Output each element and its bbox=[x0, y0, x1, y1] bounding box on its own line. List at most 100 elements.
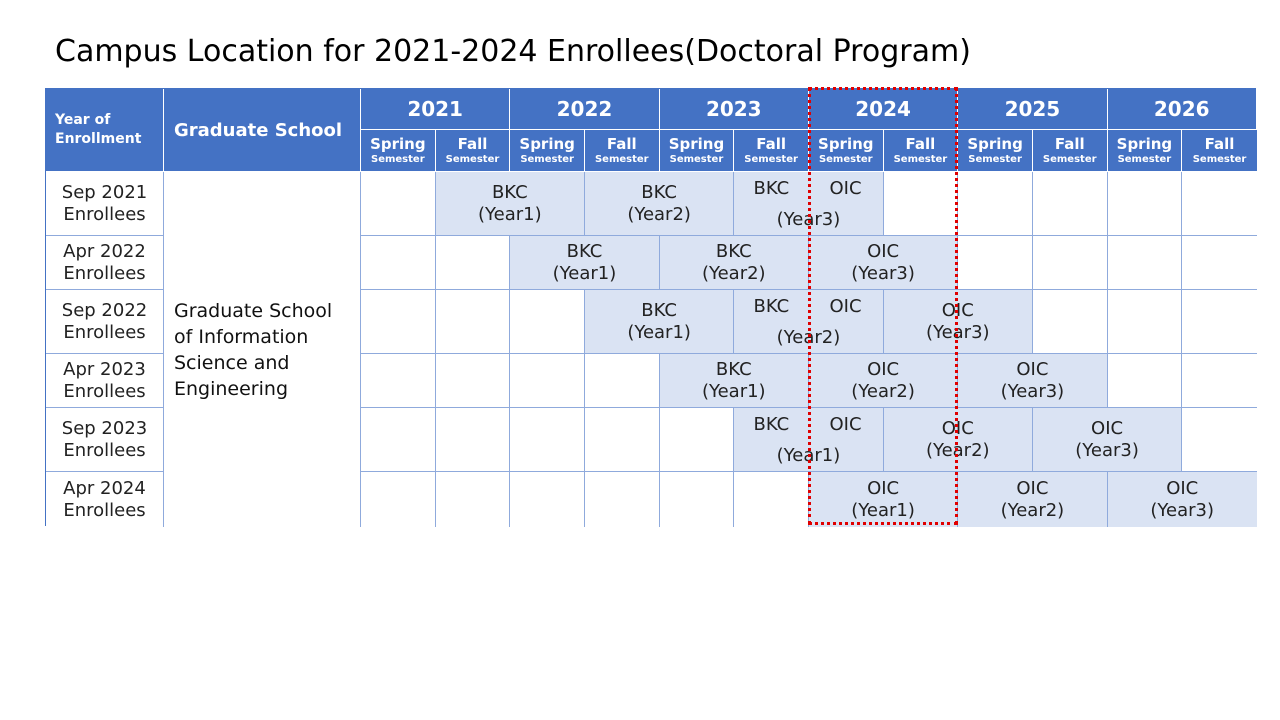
empty-cell bbox=[1182, 408, 1257, 472]
row-label-line2: Enrollees bbox=[63, 380, 146, 402]
campus-name: BKC bbox=[641, 299, 677, 321]
header-2024-fall: Fall Semester bbox=[883, 130, 959, 172]
empty-cell bbox=[435, 290, 511, 354]
campus-year: (Year1) bbox=[701, 380, 766, 402]
semester-sub: Semester bbox=[744, 153, 798, 165]
campus-cell-split: BKC OIC (Year2) bbox=[734, 290, 884, 354]
header-year-2026: 2026 bbox=[1107, 89, 1257, 130]
empty-cell bbox=[659, 472, 735, 527]
graduate-school-name: Graduate School of Information Science a… bbox=[164, 172, 361, 527]
empty-cell bbox=[1032, 290, 1108, 354]
campus-cell: OIC (Year2) bbox=[808, 354, 959, 408]
semester-sub: Semester bbox=[893, 153, 948, 165]
semester-label: Fall bbox=[1204, 134, 1235, 153]
header-year-2021: 2021 bbox=[361, 89, 511, 130]
semester-label: Fall bbox=[606, 134, 637, 153]
row-label-line2: Enrollees bbox=[63, 203, 146, 225]
header-year-2025: 2025 bbox=[958, 89, 1108, 130]
semester-label: Spring bbox=[818, 134, 874, 153]
empty-cell bbox=[435, 472, 511, 527]
empty-cell bbox=[1107, 354, 1183, 408]
campus-name: OIC bbox=[867, 477, 900, 499]
empty-cell bbox=[883, 172, 959, 236]
header-2024-spring: Spring Semester bbox=[808, 130, 884, 172]
empty-cell bbox=[1032, 236, 1108, 290]
campus-cell: BKC (Year1) bbox=[584, 290, 735, 354]
row-label-line1: Apr 2022 bbox=[63, 240, 146, 262]
row-label-line1: Sep 2023 bbox=[61, 417, 148, 439]
semester-label: Spring bbox=[370, 134, 426, 153]
empty-cell bbox=[361, 290, 436, 354]
campus-name: BKC bbox=[491, 181, 528, 203]
row-label-apr-2022: Apr 2022 Enrollees bbox=[46, 236, 164, 290]
campus-name: BKC bbox=[753, 296, 790, 317]
campus-year: (Year2) bbox=[701, 262, 766, 284]
campus-cell-split: BKC OIC (Year1) bbox=[734, 408, 884, 472]
semester-label: Fall bbox=[905, 134, 936, 153]
empty-cell bbox=[659, 408, 735, 472]
empty-cell bbox=[361, 354, 436, 408]
row-label-line2: Enrollees bbox=[63, 321, 146, 343]
page-title: Campus Location for 2021-2024 Enrollees(… bbox=[55, 34, 971, 69]
header-2022-fall: Fall Semester bbox=[584, 130, 660, 172]
empty-cell bbox=[435, 408, 511, 472]
campus-cell: OIC (Year2) bbox=[883, 408, 1033, 472]
campus-cell: BKC (Year1) bbox=[510, 236, 660, 290]
campus-year: (Year3) bbox=[1150, 499, 1215, 521]
empty-cell bbox=[1182, 354, 1257, 408]
campus-name: BKC bbox=[715, 358, 752, 380]
campus-name: OIC bbox=[867, 358, 900, 380]
campus-name: OIC bbox=[941, 299, 974, 321]
empty-cell bbox=[1107, 236, 1183, 290]
campus-location-table: Year of Enrollment Graduate School 2021 … bbox=[45, 88, 1257, 527]
empty-cell bbox=[958, 172, 1033, 236]
empty-cell bbox=[584, 408, 660, 472]
empty-cell bbox=[1107, 290, 1183, 354]
empty-cell bbox=[510, 354, 585, 408]
header-2023-spring: Spring Semester bbox=[659, 130, 735, 172]
campus-name: OIC bbox=[829, 178, 862, 199]
campus-name: BKC bbox=[715, 240, 752, 262]
semester-sub: Semester bbox=[371, 153, 425, 165]
semester-sub: Semester bbox=[1192, 153, 1247, 165]
semester-sub: Semester bbox=[1117, 153, 1172, 165]
empty-cell bbox=[510, 290, 585, 354]
header-graduate-school: Graduate School bbox=[164, 89, 361, 172]
campus-name: OIC bbox=[1016, 358, 1049, 380]
campus-year: (Year3) bbox=[851, 262, 915, 284]
semester-label: Spring bbox=[1116, 134, 1173, 153]
header-2026-fall: Fall Semester bbox=[1182, 130, 1257, 172]
semester-sub: Semester bbox=[968, 153, 1022, 165]
header-2025-fall: Fall Semester bbox=[1032, 130, 1108, 172]
campus-year: (Year3) bbox=[925, 321, 990, 343]
empty-cell bbox=[734, 472, 809, 527]
campus-name: OIC bbox=[1091, 417, 1124, 439]
empty-cell bbox=[361, 236, 436, 290]
row-label-apr-2023: Apr 2023 Enrollees bbox=[46, 354, 164, 408]
campus-name: OIC bbox=[829, 296, 862, 317]
campus-cell: OIC (Year3) bbox=[1032, 408, 1183, 472]
row-label-apr-2024: Apr 2024 Enrollees bbox=[46, 472, 164, 527]
campus-cell: OIC (Year2) bbox=[958, 472, 1108, 527]
campus-name: OIC bbox=[1166, 477, 1199, 499]
campus-year: (Year3) bbox=[1000, 380, 1065, 402]
empty-cell bbox=[361, 172, 436, 236]
empty-cell bbox=[435, 236, 511, 290]
semester-label: Spring bbox=[967, 134, 1023, 153]
campus-year: (Year3) bbox=[1075, 439, 1139, 461]
row-label-line1: Sep 2021 bbox=[61, 181, 148, 203]
empty-cell bbox=[1182, 172, 1257, 236]
empty-cell bbox=[584, 472, 660, 527]
campus-year: (Year1) bbox=[776, 445, 841, 466]
semester-label: Spring bbox=[519, 134, 575, 153]
campus-name: OIC bbox=[941, 417, 974, 439]
campus-name: BKC bbox=[753, 414, 790, 435]
campus-name: OIC bbox=[829, 414, 862, 435]
header-year-2024: 2024 bbox=[808, 89, 959, 130]
campus-cell: BKC (Year1) bbox=[659, 354, 809, 408]
empty-cell bbox=[1182, 236, 1257, 290]
campus-cell: BKC (Year1) bbox=[435, 172, 585, 236]
campus-year: (Year2) bbox=[776, 327, 841, 348]
campus-cell: OIC (Year1) bbox=[808, 472, 959, 527]
campus-cell: OIC (Year3) bbox=[958, 354, 1108, 408]
